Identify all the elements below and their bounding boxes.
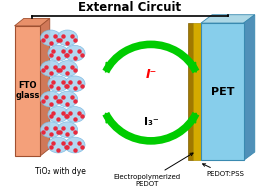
Ellipse shape xyxy=(40,61,61,76)
Text: TiO₂ with dye: TiO₂ with dye xyxy=(35,167,86,176)
Bar xyxy=(201,23,244,160)
Polygon shape xyxy=(40,18,50,156)
Text: PET: PET xyxy=(210,87,234,97)
Polygon shape xyxy=(14,18,50,26)
Ellipse shape xyxy=(65,45,85,61)
Text: I₃⁻: I₃⁻ xyxy=(144,117,158,127)
Ellipse shape xyxy=(57,61,78,76)
Ellipse shape xyxy=(65,76,85,92)
Ellipse shape xyxy=(48,107,68,122)
Ellipse shape xyxy=(57,30,78,46)
Ellipse shape xyxy=(40,91,61,107)
Polygon shape xyxy=(193,23,201,160)
Bar xyxy=(14,26,40,156)
Polygon shape xyxy=(188,23,193,160)
Ellipse shape xyxy=(48,45,68,61)
Polygon shape xyxy=(201,15,255,23)
Polygon shape xyxy=(105,113,113,123)
Text: Electropolymerized
PEDOT: Electropolymerized PEDOT xyxy=(114,153,193,187)
Text: External Circuit: External Circuit xyxy=(78,1,182,14)
Ellipse shape xyxy=(65,107,85,122)
Ellipse shape xyxy=(48,76,68,92)
Ellipse shape xyxy=(48,137,68,153)
Ellipse shape xyxy=(40,30,61,46)
Polygon shape xyxy=(189,62,196,72)
Text: PEDOT:PSS: PEDOT:PSS xyxy=(203,164,244,177)
Ellipse shape xyxy=(65,137,85,153)
Ellipse shape xyxy=(57,122,78,138)
Polygon shape xyxy=(105,62,113,72)
Text: I⁻: I⁻ xyxy=(145,68,156,81)
Polygon shape xyxy=(244,15,255,160)
Ellipse shape xyxy=(40,122,61,138)
Polygon shape xyxy=(189,113,196,123)
Ellipse shape xyxy=(57,91,78,107)
Text: FTO
glass: FTO glass xyxy=(15,81,40,101)
